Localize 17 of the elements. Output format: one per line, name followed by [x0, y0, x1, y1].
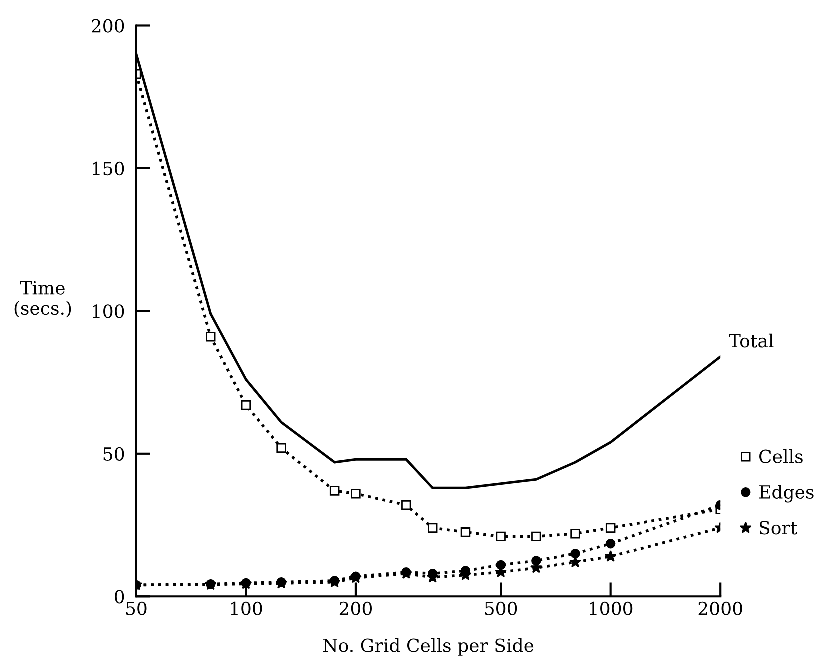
y-tick-label: 200	[92, 19, 124, 33]
x-axis-title: No. Grid Cells per Side	[323, 638, 534, 656]
x-tick-label: 500	[485, 602, 518, 616]
legend-label: Edges	[760, 485, 814, 503]
x-tick-label: 2000	[698, 602, 742, 616]
x-tick-label: 50	[126, 602, 147, 616]
y-axis-title: Time (secs.)	[14, 281, 72, 318]
legend-label: Sort	[760, 521, 798, 535]
y-tick-label: 50	[104, 447, 124, 462]
x-tick-label: 100	[231, 602, 262, 616]
y-tick-label: 100	[93, 304, 124, 318]
x-tick-label: 1000	[590, 602, 633, 616]
y-tick-label: 0	[115, 590, 124, 604]
legend-label: Cells	[760, 449, 803, 464]
x-tick-label: 200	[340, 602, 372, 616]
series-label: Total	[729, 334, 774, 348]
y-tick-label: 150	[93, 162, 124, 176]
